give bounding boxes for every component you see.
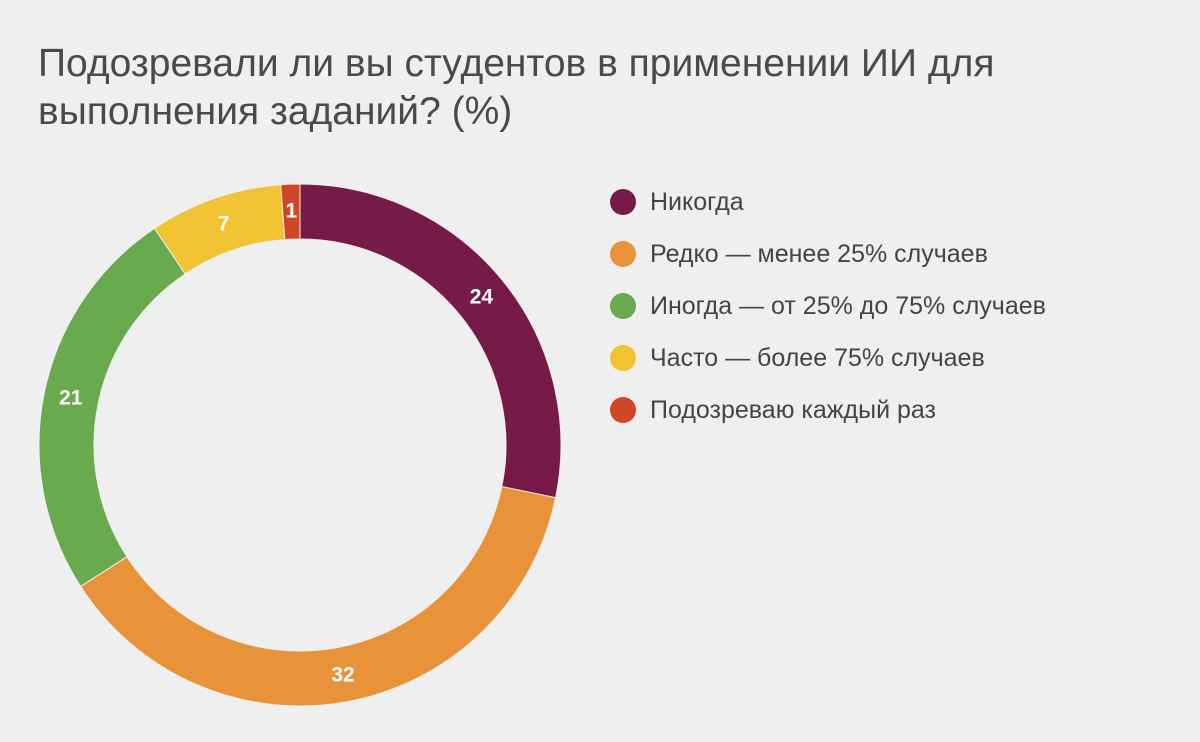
legend-swatch: [610, 397, 636, 423]
slice-5: [280, 183, 301, 241]
legend-item-5: Подозреваю каждый раз: [610, 384, 1046, 436]
slice-2: [79, 485, 557, 707]
slice-label-1: 24: [470, 286, 494, 309]
legend-label: Редко — менее 25% случаев: [650, 239, 988, 268]
legend-swatch: [610, 189, 636, 215]
legend-swatch: [610, 293, 636, 319]
legend-label: Иногда — от 25% до 75% случаев: [650, 291, 1046, 320]
legend-swatch: [610, 241, 636, 267]
legend-label: Никогда: [650, 187, 744, 216]
slice-label-3: 21: [59, 386, 83, 409]
chart-title: Подозревали ли вы студентов в применении…: [38, 42, 995, 133]
donut-chart: 24 32 21 7 1: [38, 183, 562, 707]
slice-label-4: 7: [218, 212, 230, 235]
legend-item-2: Редко — менее 25% случаев: [610, 228, 1046, 280]
slice-label-5: 1: [286, 200, 298, 223]
legend-item-3: Иногда — от 25% до 75% случаев: [610, 280, 1046, 332]
legend-item-4: Часто — более 75% случаев: [610, 332, 1046, 384]
legend-item-1: Никогда: [610, 176, 1046, 228]
slice-label-2: 32: [331, 664, 354, 687]
chart-legend: Никогда Редко — менее 25% случаев Иногда —…: [610, 176, 1046, 436]
legend-swatch: [610, 345, 636, 371]
legend-label: Часто — более 75% случаев: [650, 343, 985, 372]
legend-label: Подозреваю каждый раз: [650, 395, 936, 424]
slice-1: [299, 183, 562, 499]
